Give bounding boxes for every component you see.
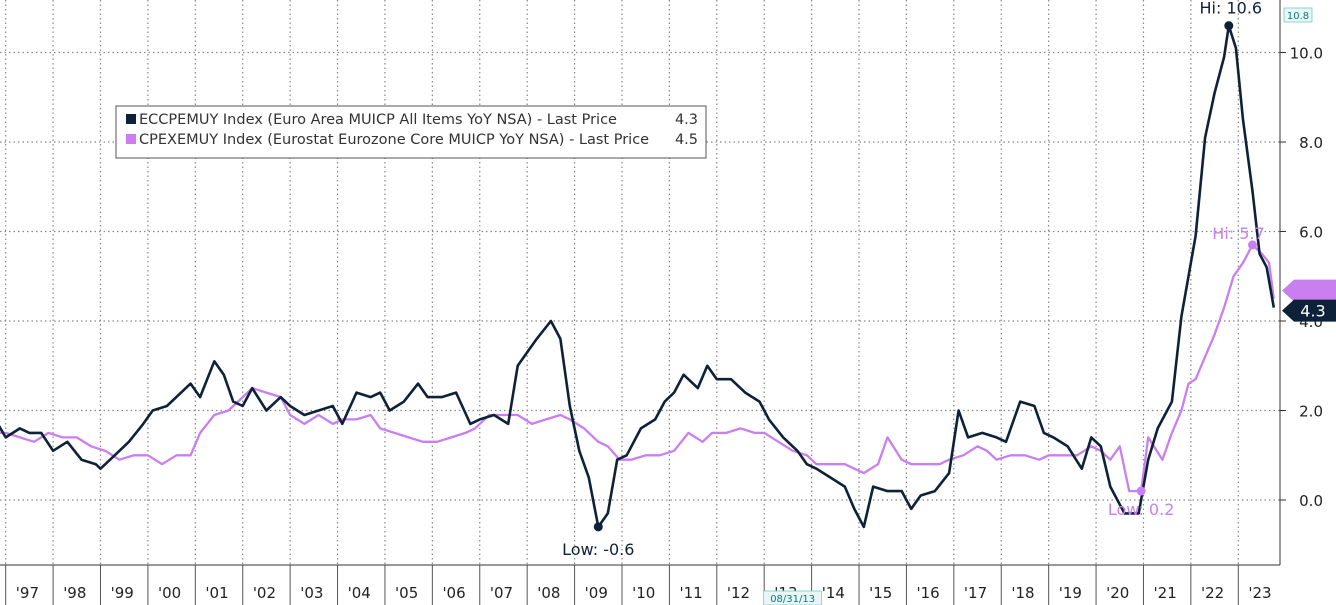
x-tick-label: '07: [490, 584, 513, 602]
y-axis: 0.02.04.06.08.010.010.84.3: [1279, 0, 1336, 565]
x-tick-label: '14: [822, 584, 845, 602]
extreme-point-marker: [1248, 240, 1258, 250]
extreme-point-marker: [1136, 486, 1146, 496]
x-tick-label: '17: [964, 584, 987, 602]
headline-series-line: [0, 24, 1276, 529]
x-tick-label: '23: [1248, 584, 1271, 602]
headline-last-value-label: 4.3: [1300, 302, 1325, 321]
cursor-date-label: 08/31/13: [770, 594, 815, 605]
x-tick-label: '12: [727, 584, 750, 602]
x-tick-label: '09: [585, 584, 608, 602]
legend-swatch: [126, 134, 136, 144]
x-tick-label: '10: [632, 584, 655, 602]
x-tick-label: '02: [253, 584, 276, 602]
cursor-date-box: [763, 590, 823, 605]
x-tick-label: '16: [917, 584, 940, 602]
core-series-line: [0, 243, 1275, 493]
x-tick-label: '97: [16, 584, 39, 602]
legend-box: [115, 105, 707, 159]
extreme-point-label: Low: 0.2: [1108, 500, 1175, 519]
annotations: Hi: 10.6 Low: -0.6 Hi: 5.7 Low: 0.2: [562, 0, 1265, 559]
x-tick-label: '20: [1106, 584, 1129, 602]
legend-last-value: 4.3: [675, 112, 698, 128]
x-tick-label: '04: [348, 584, 371, 602]
grid-lines: [0, 0, 1280, 565]
series-lines: [0, 24, 1276, 529]
x-tick-label: '05: [395, 584, 418, 602]
legend-series-name: CPEXEMUY Index (Eurostat Eurozone Core M…: [139, 132, 649, 148]
y-tick-label: 6.0: [1299, 224, 1323, 242]
x-tick-label: '03: [300, 584, 323, 602]
x-axis: '97 '98 '99 '00 '01 '02 '03 '04 '05 '06 '07 '08 '09 '…: [0, 564, 1280, 605]
x-tick-label: '18: [1011, 584, 1034, 602]
legend-swatch: [126, 114, 136, 124]
extreme-point-marker: [1224, 21, 1234, 31]
x-tick-label: '15: [869, 584, 892, 602]
extreme-point-label: Hi: 10.6: [1200, 0, 1263, 18]
y-tick-label: 2.0: [1299, 403, 1323, 421]
x-tick-label: '22: [1201, 584, 1224, 602]
extreme-point-label: Low: -0.6: [562, 540, 634, 559]
x-tick-label: '06: [442, 584, 465, 602]
x-tick-label: '99: [111, 584, 134, 602]
y-axis-max-box: [1283, 7, 1313, 23]
x-tick-label: '00: [158, 584, 181, 602]
y-tick-label: 10.0: [1290, 45, 1323, 63]
headline-last-value-tag: [1282, 299, 1336, 322]
core-last-value-tag: [1282, 279, 1336, 302]
x-tick-label: '01: [205, 584, 228, 602]
extreme-point-label: Hi: 5.7: [1212, 224, 1264, 243]
x-tick-label: '08: [537, 584, 560, 602]
legend-last-value: 4.5: [675, 132, 698, 148]
legend-series-name: ECCPEMUY Index (Euro Area MUICP All Item…: [139, 112, 617, 128]
extreme-point-marker: [593, 522, 603, 532]
y-axis-max-label: 10.8: [1287, 11, 1309, 22]
legend: ECCPEMUY Index (Euro Area MUICP All Item…: [115, 105, 707, 159]
y-tick-label: 0.0: [1299, 492, 1323, 510]
x-tick-label: '11: [679, 584, 702, 602]
x-tick-label: '21: [1154, 584, 1177, 602]
x-tick-label: '19: [1059, 584, 1082, 602]
y-tick-label: 8.0: [1299, 134, 1323, 152]
x-tick-label: '98: [63, 584, 86, 602]
